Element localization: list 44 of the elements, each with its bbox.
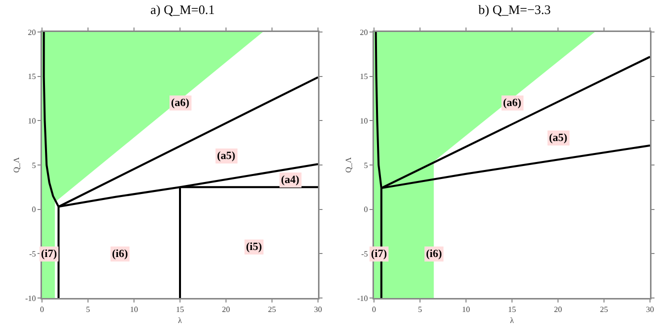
y-tick-label: -5 [29, 249, 36, 258]
annotation: (i6) [112, 248, 128, 260]
y-tick-label: 20 [360, 28, 368, 37]
annotation: (a5) [217, 150, 236, 162]
y-tick-label: 10 [28, 116, 36, 126]
chart-title: a) Q_M=0.1 [150, 2, 215, 18]
x-tick-label: 15 [508, 305, 516, 314]
y-tick-label: -10 [357, 294, 368, 303]
annotation: (i5) [246, 241, 262, 253]
annotation: (i7) [371, 248, 388, 260]
y-tick-label: 0 [32, 205, 36, 214]
x-axis-title: λ [510, 316, 514, 325]
x-tick-label: 20 [554, 305, 562, 314]
y-axis-title: Q_Λ [344, 157, 354, 173]
y-tick-label: 15 [360, 72, 368, 82]
x-tick-label: 25 [268, 305, 276, 314]
annotation: (a6) [171, 97, 190, 109]
annotation: (a5) [549, 132, 568, 144]
x-tick-label: 5 [418, 305, 422, 314]
x-tick-label: 25 [600, 305, 608, 314]
y-tick-label: 0 [364, 205, 368, 214]
x-tick-label: 10 [130, 305, 138, 314]
x-tick-label: 15 [176, 305, 184, 314]
chart-title: b) Q_M=−3.3 [478, 2, 551, 18]
annotation: (a4) [281, 174, 300, 186]
annotation: (i6) [426, 248, 442, 260]
x-tick-label: 0 [40, 305, 44, 314]
y-tick-label: 10 [360, 116, 368, 126]
y-tick-label: 5 [32, 160, 36, 170]
y-axis-title: Q_Λ [12, 157, 22, 173]
x-tick-label: 0 [372, 305, 376, 314]
annotation: (i7) [41, 248, 58, 260]
x-tick-label: 30 [314, 305, 322, 314]
x-tick-label: 30 [646, 305, 654, 314]
x-tick-label: 10 [462, 305, 470, 314]
y-tick-label: 20 [28, 28, 36, 37]
x-axis-title: λ [178, 316, 182, 325]
y-tick-label: 15 [28, 72, 36, 82]
x-tick-label: 5 [86, 305, 90, 314]
y-tick-label: -10 [25, 294, 36, 303]
annotation: (a6) [503, 97, 522, 109]
x-tick-label: 20 [222, 305, 230, 314]
y-tick-label: 5 [364, 160, 368, 170]
y-tick-label: -5 [361, 249, 368, 258]
